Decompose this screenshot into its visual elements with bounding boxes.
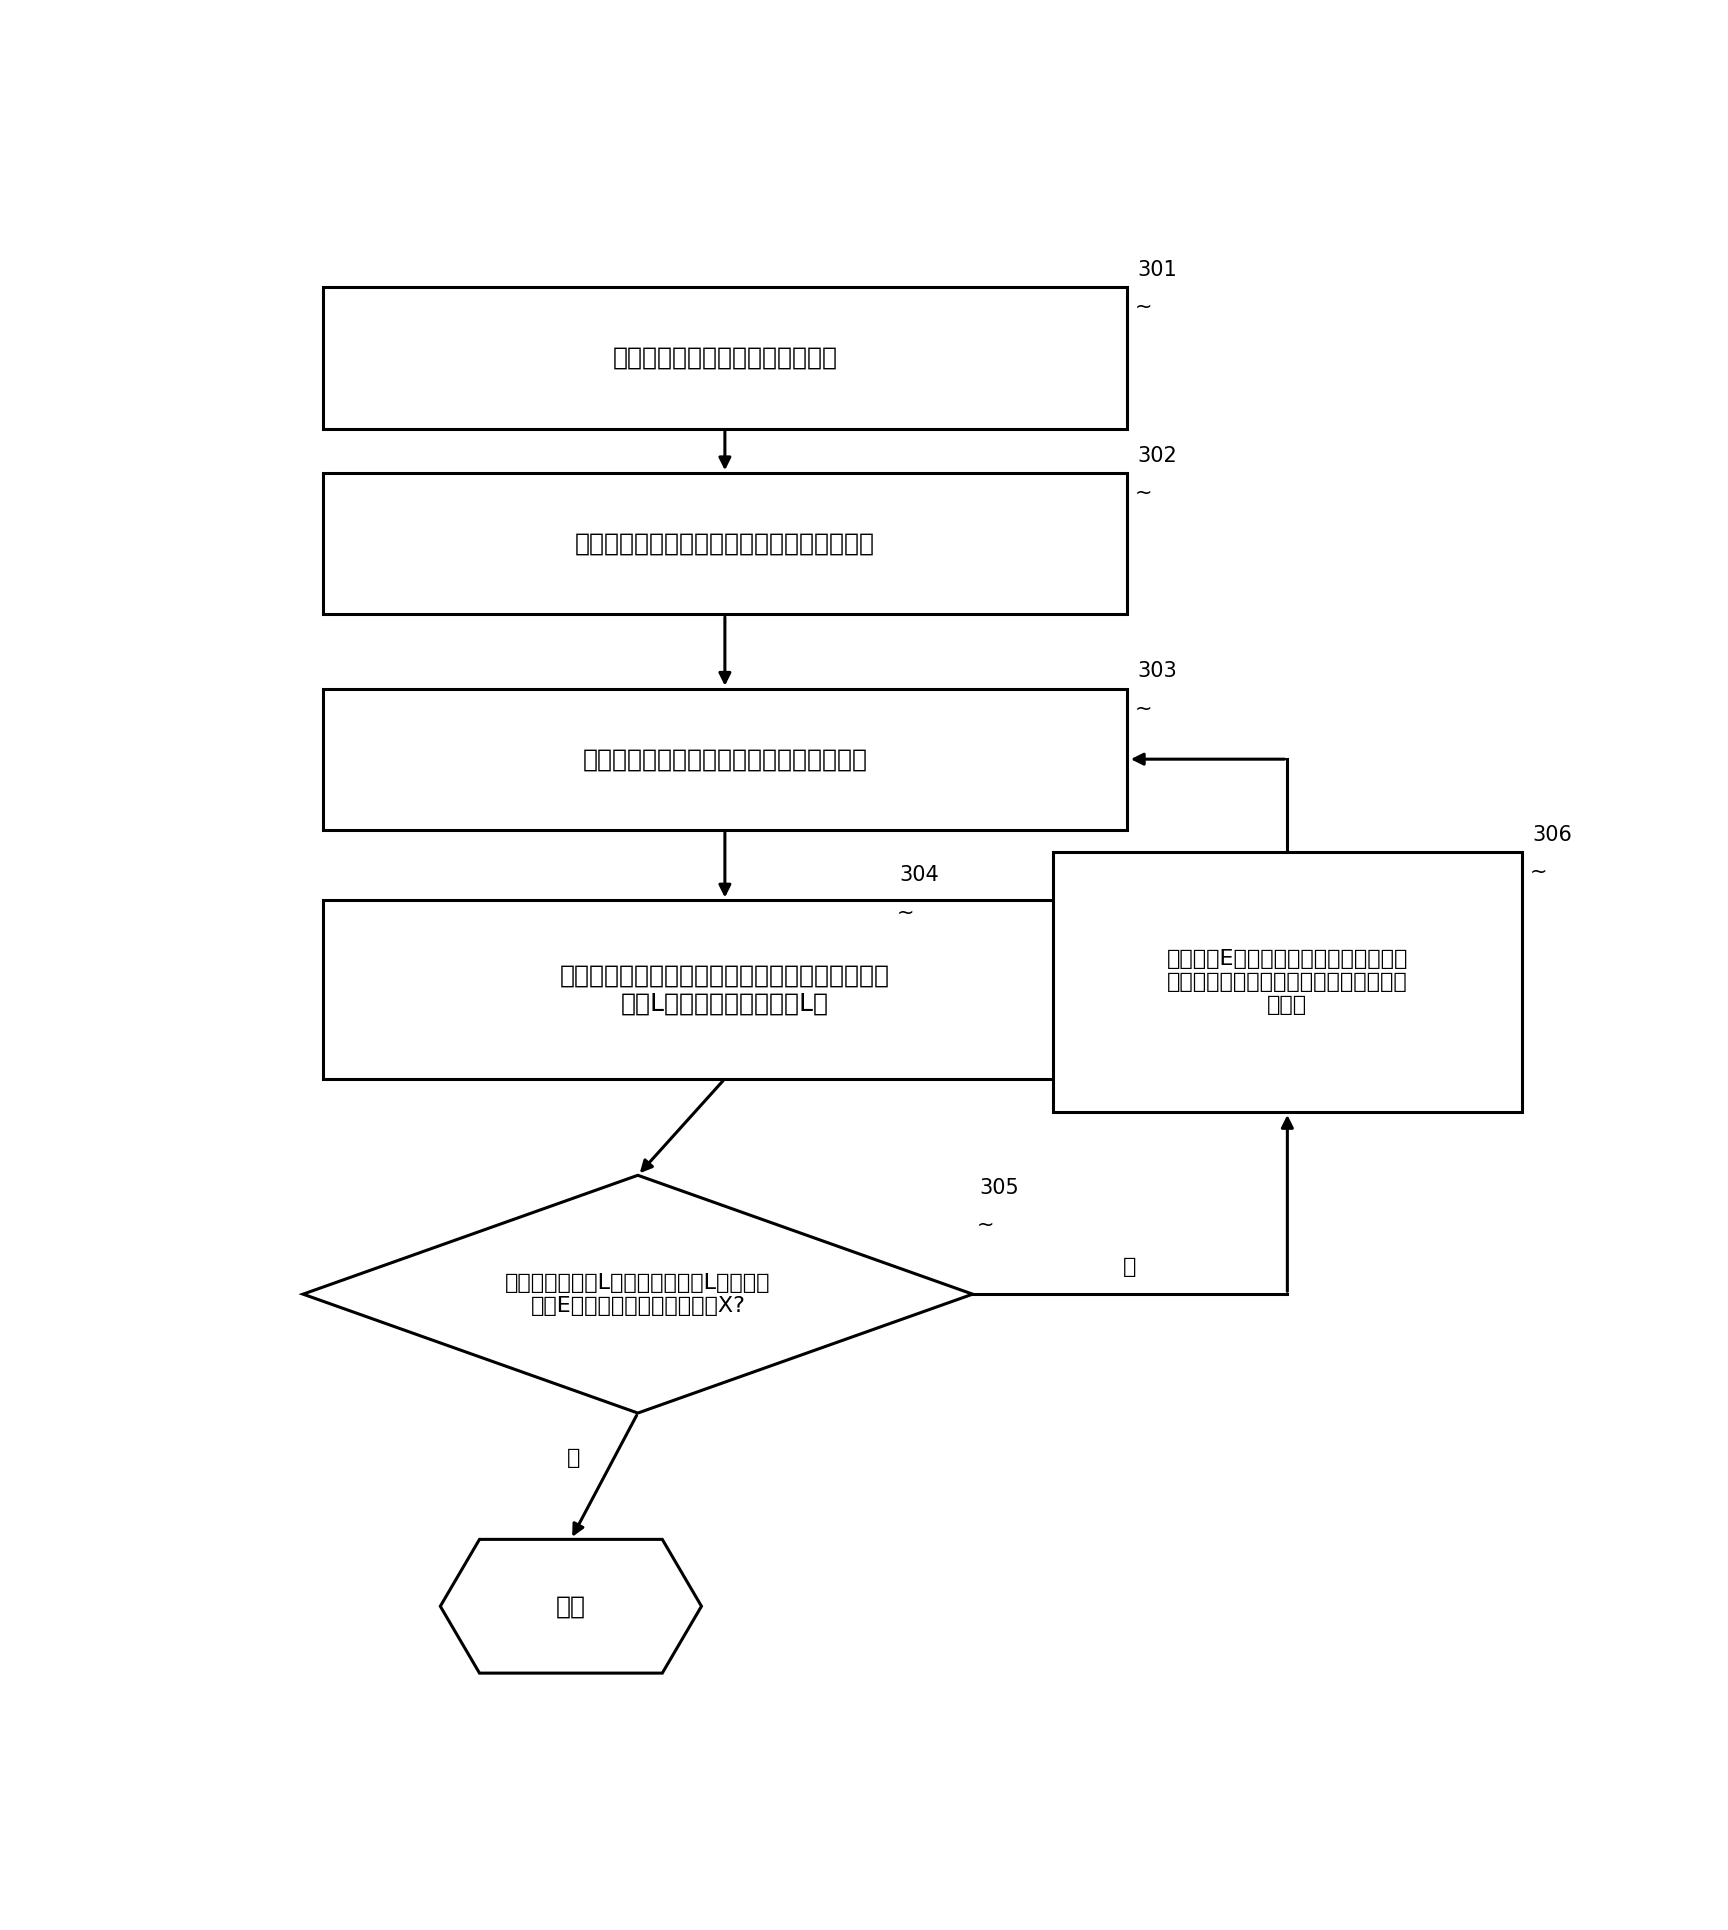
Bar	[323, 288, 1127, 428]
Text: ~: ~	[1529, 863, 1547, 882]
Text: ~: ~	[1135, 297, 1153, 317]
Text: ~: ~	[976, 1214, 994, 1235]
Bar	[323, 899, 1127, 1079]
Text: 是: 是	[1123, 1258, 1137, 1278]
Text: 302: 302	[1137, 446, 1177, 465]
Text: 根据差値E，确定控制参数下发给远光灯
的电机，使得电机根据控制参数带动远光
灯转动: 根据差値E，确定控制参数下发给远光灯 的电机，使得电机根据控制参数带动远光 灯转…	[1166, 950, 1408, 1015]
Bar	[1052, 851, 1522, 1112]
Text: 301: 301	[1137, 261, 1177, 280]
Bar	[323, 689, 1127, 830]
Text: 否: 否	[567, 1448, 581, 1467]
Text: 305: 305	[980, 1177, 1020, 1197]
Polygon shape	[302, 1175, 973, 1413]
Text: ~: ~	[1135, 699, 1153, 718]
Text: 303: 303	[1137, 662, 1177, 681]
Text: ~: ~	[897, 903, 914, 923]
Text: 判断左侧明暗度L左与右侧明暗度L右之间的
差値E的绝对値是否大于设定値X?: 判断左侧明暗度L左与右侧明暗度L右之间的 差値E的绝对値是否大于设定値X?	[505, 1272, 771, 1316]
Text: 获取工业摄像头采集到的作业点的图像样本: 获取工业摄像头采集到的作业点的图像样本	[582, 747, 867, 772]
Text: 306: 306	[1533, 824, 1572, 845]
Text: ~: ~	[1135, 482, 1153, 504]
Polygon shape	[441, 1540, 702, 1673]
Text: 对图像样本进行图像处理，获取左侧区域的左侧明
暗度L左，以及右侧明暗度L右: 对图像样本进行图像处理，获取左侧区域的左侧明 暗度L左，以及右侧明暗度L右	[560, 963, 890, 1015]
Text: 接收到启动工业摄像头转动的指令: 接收到启动工业摄像头转动的指令	[612, 345, 838, 371]
Text: 304: 304	[899, 865, 938, 886]
Text: 根据接收到的指令，控制工业摄像头进行转动: 根据接收到的指令，控制工业摄像头进行转动	[575, 531, 874, 556]
Bar	[323, 473, 1127, 614]
Text: 结束: 结束	[556, 1594, 586, 1617]
